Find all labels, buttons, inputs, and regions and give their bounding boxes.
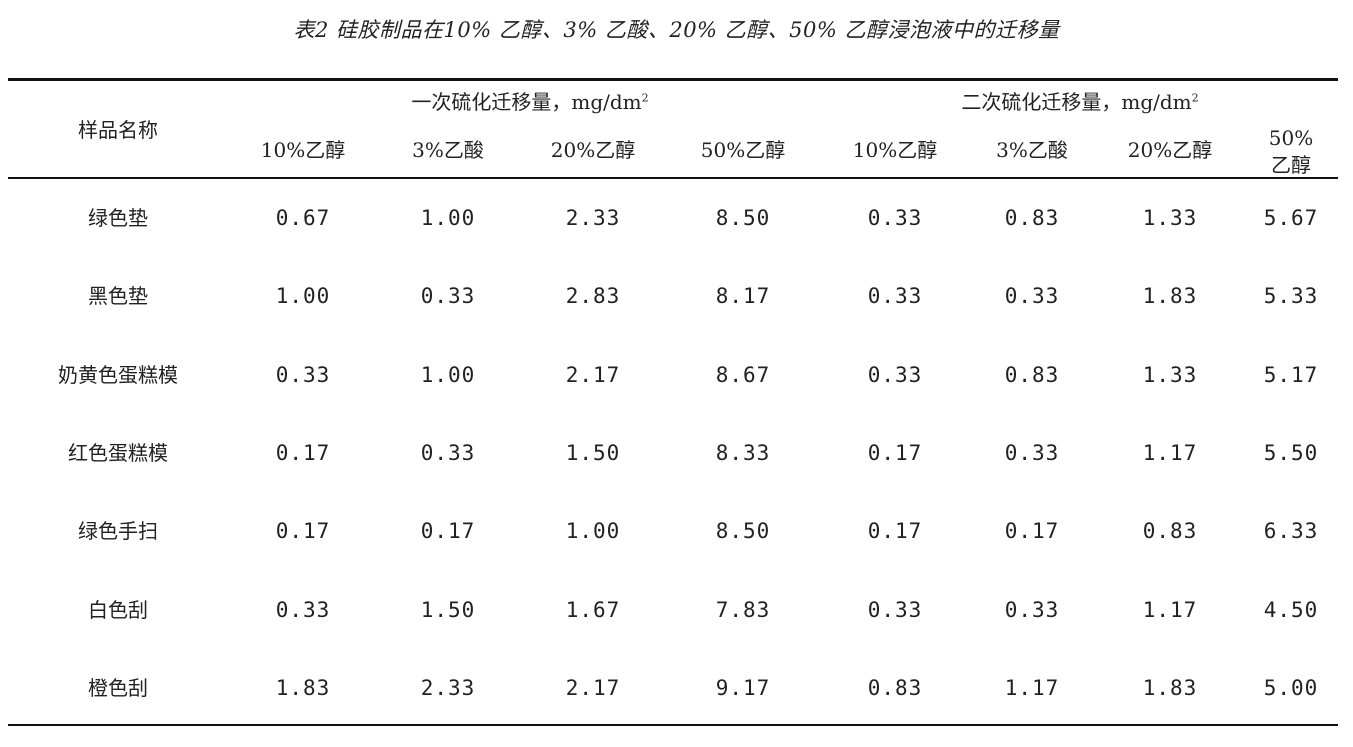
- header-col-4: 50%乙醇: [700, 138, 786, 162]
- row-value-cell: 2.33: [420, 676, 476, 700]
- header-col-6: 3%乙酸: [996, 138, 1068, 162]
- row-value-cell: 1.33: [1142, 206, 1198, 230]
- row-value-cell: 0.33: [275, 363, 331, 387]
- row-value-cell: 5.50: [1263, 441, 1319, 465]
- row-value-cell: 1.50: [565, 441, 621, 465]
- row-value-cell: 0.67: [275, 206, 331, 230]
- bottom-rule: [8, 724, 1338, 726]
- group2-label: 二次硫化迁移量，mg/dm: [961, 90, 1192, 114]
- row-value-cell: 9.17: [715, 676, 771, 700]
- row-value-cell: 1.00: [565, 519, 621, 543]
- row-value-cell: 0.33: [867, 363, 923, 387]
- row-value-cell: 7.83: [715, 598, 771, 622]
- row-value-cell: 8.50: [715, 206, 771, 230]
- row-value-cell: 0.83: [1004, 206, 1060, 230]
- row-value-cell: 6.33: [1263, 519, 1319, 543]
- row-value-cell: 0.33: [867, 598, 923, 622]
- row-value-cell: 0.33: [1004, 284, 1060, 308]
- header-sample-name: 样品名称: [78, 118, 158, 142]
- row-value-cell: 0.33: [1004, 441, 1060, 465]
- row-value-cell: 8.17: [715, 284, 771, 308]
- table-caption: 表2 硅胶制品在10% 乙醇、3% 乙酸、20% 乙醇、50% 乙醇浸泡液中的迁…: [293, 18, 1060, 42]
- row-value-cell: 0.83: [1142, 519, 1198, 543]
- header-col-1: 10%乙醇: [260, 138, 346, 162]
- row-sample-name: 黑色垫: [88, 284, 148, 308]
- row-value-cell: 1.50: [420, 598, 476, 622]
- row-value-cell: 1.83: [275, 676, 331, 700]
- header-col-5: 10%乙醇: [852, 138, 938, 162]
- row-value-cell: 0.33: [867, 284, 923, 308]
- row-value-cell: 5.33: [1263, 284, 1319, 308]
- row-value-cell: 1.00: [420, 206, 476, 230]
- row-sample-name: 绿色手扫: [78, 519, 158, 543]
- row-value-cell: 0.33: [420, 441, 476, 465]
- row-value-cell: 0.17: [275, 441, 331, 465]
- row-value-cell: 0.33: [867, 206, 923, 230]
- row-sample-name: 绿色垫: [88, 206, 148, 230]
- group1-label: 一次硫化迁移量，mg/dm: [411, 90, 642, 114]
- row-value-cell: 0.83: [1004, 363, 1060, 387]
- row-value-cell: 8.50: [715, 519, 771, 543]
- row-value-cell: 5.17: [1263, 363, 1319, 387]
- row-value-cell: 1.00: [275, 284, 331, 308]
- row-value-cell: 8.67: [715, 363, 771, 387]
- row-value-cell: 0.33: [420, 284, 476, 308]
- row-value-cell: 8.33: [715, 441, 771, 465]
- row-value-cell: 5.00: [1263, 676, 1319, 700]
- row-value-cell: 1.67: [565, 598, 621, 622]
- header-col-7: 20%乙醇: [1127, 138, 1213, 162]
- row-value-cell: 0.17: [867, 441, 923, 465]
- row-sample-name: 橙色刮: [88, 676, 148, 700]
- row-value-cell: 1.83: [1142, 284, 1198, 308]
- row-value-cell: 0.17: [420, 519, 476, 543]
- row-value-cell: 1.33: [1142, 363, 1198, 387]
- row-sample-name: 红色蛋糕模: [68, 441, 168, 465]
- header-group-second-vulcanization: 二次硫化迁移量，mg/dm2: [870, 90, 1290, 114]
- row-value-cell: 4.50: [1263, 598, 1319, 622]
- header-col-8-line2: 乙醇: [1271, 153, 1311, 177]
- row-value-cell: 5.67: [1263, 206, 1319, 230]
- header-group-first-vulcanization: 一次硫化迁移量，mg/dm2: [320, 90, 740, 114]
- row-value-cell: 2.17: [565, 676, 621, 700]
- row-value-cell: 1.17: [1142, 598, 1198, 622]
- group2-unit-sup: 2: [1191, 91, 1199, 105]
- row-value-cell: 1.00: [420, 363, 476, 387]
- top-rule: [8, 78, 1338, 81]
- row-value-cell: 0.33: [1004, 598, 1060, 622]
- group1-unit-sup: 2: [641, 91, 649, 105]
- row-value-cell: 0.17: [1004, 519, 1060, 543]
- header-col-3: 20%乙醇: [550, 138, 636, 162]
- row-value-cell: 1.17: [1142, 441, 1198, 465]
- row-value-cell: 0.17: [275, 519, 331, 543]
- header-col-2: 3%乙酸: [412, 138, 484, 162]
- row-sample-name: 白色刮: [88, 598, 148, 622]
- row-value-cell: 0.17: [867, 519, 923, 543]
- row-value-cell: 0.33: [275, 598, 331, 622]
- row-value-cell: 0.83: [867, 676, 923, 700]
- header-col-8-line1: 50%: [1268, 126, 1314, 150]
- header-rule: [8, 177, 1338, 179]
- row-sample-name: 奶黄色蛋糕模: [58, 363, 178, 387]
- row-value-cell: 2.83: [565, 284, 621, 308]
- row-value-cell: 2.33: [565, 206, 621, 230]
- row-value-cell: 1.83: [1142, 676, 1198, 700]
- row-value-cell: 2.17: [565, 363, 621, 387]
- row-value-cell: 1.17: [1004, 676, 1060, 700]
